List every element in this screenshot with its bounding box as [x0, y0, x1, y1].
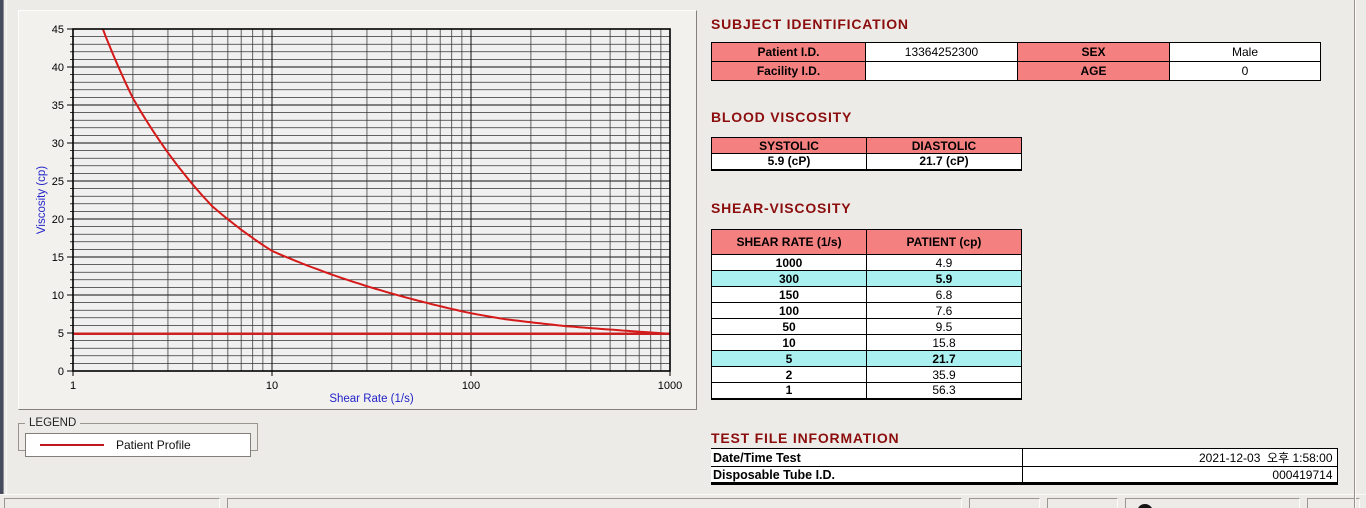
shear-viscosity-row: 150 6.8: [711, 286, 1022, 303]
shear-viscosity-row: 1 56.3: [711, 382, 1022, 399]
patient-viscosity-value: 35.9: [866, 366, 1022, 383]
status-panel: [227, 498, 962, 508]
shear-viscosity-row: 300 5.9: [711, 270, 1022, 287]
table-row: SYSTOLIC DIASTOLIC: [711, 137, 1022, 154]
status-panel: [4, 498, 220, 508]
status-bar: [0, 494, 1366, 508]
svg-text:40: 40: [52, 62, 64, 74]
shear-rate-value: 300: [711, 270, 867, 287]
subject-identification-table: Patient I.D. 13364252300 SEX Male Facility I…: [711, 42, 1321, 81]
shear-rate-value: 10: [711, 334, 867, 351]
field-value: 0: [1169, 61, 1321, 81]
svg-text:100: 100: [462, 380, 480, 392]
svg-text:45: 45: [52, 24, 64, 36]
shear-viscosity-row: 5 21.7: [711, 350, 1022, 367]
shear-rate-header: SHEAR RATE (1/s): [711, 229, 867, 255]
shear-rate-value: 5: [711, 350, 867, 367]
diastolic-value: 21.7 (cP): [866, 153, 1022, 170]
legend-line-sample: [40, 444, 104, 446]
status-panel: [1047, 498, 1118, 508]
window-left-edge: [0, 0, 4, 508]
svg-text:1000: 1000: [658, 380, 682, 392]
subject-identification-title: SUBJECT IDENTIFICATION: [711, 16, 909, 32]
test-file-information-table: Date/Time Test 2021-12-03 오후 1:58:00 Dispo…: [711, 448, 1338, 485]
window-right-divider: [1354, 0, 1356, 508]
shear-rate-value: 150: [711, 286, 867, 303]
legend-box-title: LEGEND: [29, 417, 77, 429]
patient-viscosity-value: 15.8: [866, 334, 1022, 351]
field-label: Facility I.D.: [711, 61, 866, 81]
svg-text:10: 10: [52, 290, 64, 302]
field-value: [865, 61, 1018, 81]
patient-viscosity-value: 6.8: [866, 286, 1022, 303]
systolic-value: 5.9 (cP): [711, 153, 867, 170]
legend-series-label: Patient Profile: [116, 438, 191, 452]
table-row: Facility I.D. AGE 0: [711, 61, 1321, 81]
svg-text:5: 5: [58, 328, 64, 340]
field-value: 13364252300: [865, 42, 1018, 62]
table-row: Disposable Tube I.D. 000419714: [711, 466, 1338, 484]
shear-viscosity-row: 1000 4.9: [711, 254, 1022, 271]
shear-viscosity-title: SHEAR-VISCOSITY: [711, 200, 852, 216]
viscosity-chart: 0 5 10 15 20 25 30 35 40 45 1 10 100 1000 Viscosity (c…: [36, 24, 682, 405]
shear-viscosity-table: SHEAR RATE (1/s) PATIENT (cp) 1000 4.9 300…: [711, 229, 1022, 400]
patient-viscosity-value: 9.5: [866, 318, 1022, 335]
legend-inner-box: Patient Profile: [25, 433, 251, 457]
diastolic-header: DIASTOLIC: [866, 137, 1022, 154]
shear-viscosity-row: 2 35.9: [711, 366, 1022, 383]
systolic-header: SYSTOLIC: [711, 137, 867, 154]
shear-viscosity-row: 10 15.8: [711, 334, 1022, 351]
status-icon: [1137, 504, 1153, 508]
patient-viscosity-value: 21.7: [866, 350, 1022, 367]
status-panel: [1125, 498, 1300, 508]
shear-rate-value: 2: [711, 366, 867, 383]
field-label: Patient I.D.: [711, 42, 866, 62]
status-panel: [969, 498, 1040, 508]
field-label: Date/Time Test: [711, 448, 1023, 467]
field-label: SEX: [1017, 42, 1170, 62]
table-row: 5.9 (cP) 21.7 (cP): [711, 153, 1022, 170]
svg-text:Shear Rate (1/s): Shear Rate (1/s): [329, 393, 414, 405]
field-value: 000419714: [1021, 466, 1338, 484]
svg-text:0: 0: [58, 366, 64, 378]
status-panel: [1307, 498, 1360, 508]
shear-viscosity-row: 100 7.6: [711, 302, 1022, 319]
table-header-row: SHEAR RATE (1/s) PATIENT (cp): [711, 229, 1022, 255]
field-value: Male: [1169, 42, 1321, 62]
patient-viscosity-value: 7.6: [866, 302, 1022, 319]
field-label: Disposable Tube I.D.: [711, 466, 1023, 484]
svg-text:25: 25: [52, 176, 64, 188]
svg-text:10: 10: [266, 380, 278, 392]
test-file-information-title: TEST FILE INFORMATION: [711, 430, 900, 446]
patient-viscosity-value: 4.9: [866, 254, 1022, 271]
shear-rate-value: 50: [711, 318, 867, 335]
svg-text:35: 35: [52, 100, 64, 112]
table-row: Date/Time Test 2021-12-03 오후 1:58:00: [711, 448, 1338, 467]
legend-box: LEGEND Patient Profile: [18, 417, 258, 457]
svg-text:Viscosity (cp): Viscosity (cp): [36, 166, 48, 234]
patient-viscosity-value: 5.9: [866, 270, 1022, 287]
patient-viscosity-value: 56.3: [866, 382, 1022, 399]
shear-rate-value: 1000: [711, 254, 867, 271]
window-left-highlight: [6, 0, 7, 508]
shear-rate-value: 100: [711, 302, 867, 319]
svg-text:15: 15: [52, 252, 64, 264]
field-value: 2021-12-03 오후 1:58:00: [1021, 448, 1338, 467]
shear-rate-value: 1: [711, 382, 867, 399]
blood-viscosity-table: SYSTOLIC DIASTOLIC 5.9 (cP) 21.7 (cP): [711, 137, 1022, 171]
shear-viscosity-row: 50 9.5: [711, 318, 1022, 335]
svg-text:30: 30: [52, 138, 64, 150]
svg-text:20: 20: [52, 214, 64, 226]
patient-cp-header: PATIENT (cp): [866, 229, 1022, 255]
svg-text:1: 1: [70, 380, 76, 392]
field-label: AGE: [1017, 61, 1170, 81]
blood-viscosity-title: BLOOD VISCOSITY: [711, 109, 853, 125]
chart-panel: 0 5 10 15 20 25 30 35 40 45 1 10 100 1000 Viscosity (c…: [18, 10, 697, 410]
table-row: Patient I.D. 13364252300 SEX Male: [711, 42, 1321, 62]
